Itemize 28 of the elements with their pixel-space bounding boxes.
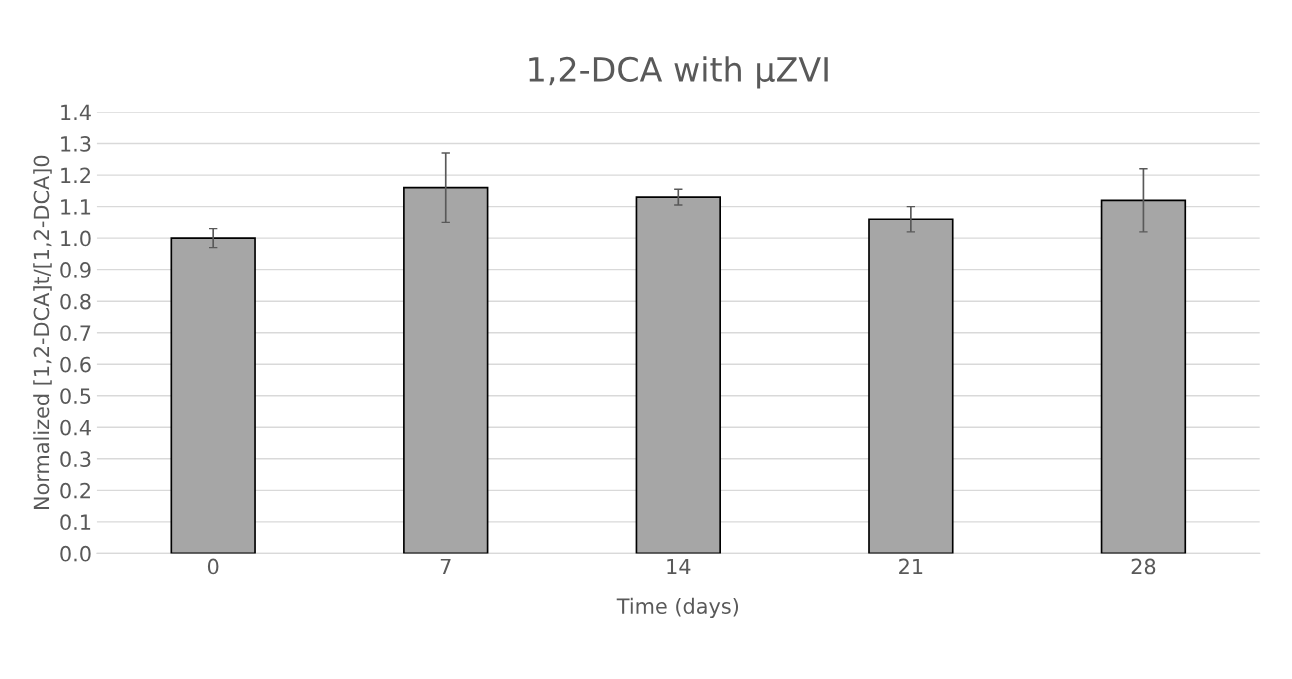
bar xyxy=(403,186,489,554)
y-tick-label: 1.0 xyxy=(61,230,91,247)
x-tick-label: 14 xyxy=(667,558,691,575)
x-tick-label: 28 xyxy=(1131,558,1156,575)
y-tick-label: 0.8 xyxy=(60,293,91,310)
y-tick-label: 0.1 xyxy=(60,514,91,531)
bar xyxy=(170,237,256,554)
y-axis-title: Normalized [1,2-DCA]t/[1,2-DCA]0 xyxy=(33,155,52,510)
y-tick-label: 0.4 xyxy=(60,419,91,436)
x-tick-label: 7 xyxy=(440,558,451,575)
bar xyxy=(635,196,721,554)
y-tick-label: 0.7 xyxy=(60,325,91,341)
y-tick-label: 0.6 xyxy=(60,356,91,373)
chart-title: 1,2-DCA with µZVI xyxy=(529,56,828,89)
y-tick-label: 0.3 xyxy=(60,451,91,468)
y-tick-label: 1.2 xyxy=(61,167,90,183)
y-tick-label: 0.5 xyxy=(60,388,91,404)
y-tick-label: 1.3 xyxy=(61,136,91,152)
bar xyxy=(1100,199,1187,554)
bar xyxy=(868,218,954,554)
x-axis-title: Time (days) xyxy=(616,597,739,619)
y-tick-label: 1.1 xyxy=(61,199,91,215)
x-tick-label: 0 xyxy=(207,558,219,575)
y-tick-label: 0.0 xyxy=(60,545,91,562)
y-tick-label: 1.4 xyxy=(61,104,91,120)
y-tick-label: 0.9 xyxy=(60,262,91,278)
x-tick-label: 21 xyxy=(899,558,923,575)
y-tick-label: 0.2 xyxy=(60,482,90,499)
